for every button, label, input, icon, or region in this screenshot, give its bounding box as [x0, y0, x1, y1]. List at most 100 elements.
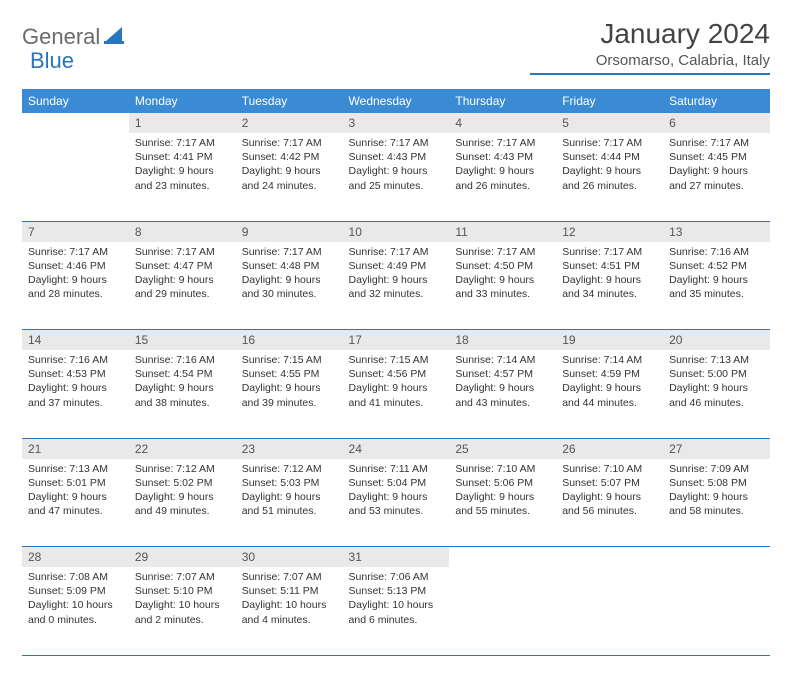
day-number-row: 78910111213: [22, 221, 770, 242]
day-cell: Sunrise: 7:17 AMSunset: 4:45 PMDaylight:…: [663, 133, 770, 221]
daylight-line: Daylight: 9 hours and 28 minutes.: [28, 273, 123, 301]
day-of-week-header: Saturday: [663, 89, 770, 113]
sunrise-line: Sunrise: 7:16 AM: [669, 245, 764, 259]
sunset-line: Sunset: 5:07 PM: [562, 476, 657, 490]
day-number: 17: [343, 330, 450, 350]
day-cell: Sunrise: 7:17 AMSunset: 4:43 PMDaylight:…: [449, 133, 556, 221]
sunset-line: Sunset: 4:53 PM: [28, 367, 123, 381]
day-cell: Sunrise: 7:13 AMSunset: 5:01 PMDaylight:…: [22, 459, 129, 547]
week-row: Sunrise: 7:17 AMSunset: 4:46 PMDaylight:…: [22, 242, 770, 330]
sunrise-line: Sunrise: 7:17 AM: [28, 245, 123, 259]
day-cell: Sunrise: 7:14 AMSunset: 4:57 PMDaylight:…: [449, 350, 556, 438]
daylight-line: Daylight: 9 hours and 43 minutes.: [455, 381, 550, 409]
week-row: Sunrise: 7:08 AMSunset: 5:09 PMDaylight:…: [22, 567, 770, 655]
daylight-line: Daylight: 9 hours and 39 minutes.: [242, 381, 337, 409]
day-number: 20: [663, 330, 770, 350]
sunrise-line: Sunrise: 7:17 AM: [242, 136, 337, 150]
sunrise-line: Sunrise: 7:17 AM: [455, 136, 550, 150]
header: General January 2024 Orsomarso, Calabria…: [22, 18, 770, 75]
day-cell: Sunrise: 7:17 AMSunset: 4:48 PMDaylight:…: [236, 242, 343, 330]
daylight-line: Daylight: 10 hours and 4 minutes.: [242, 598, 337, 626]
day-number: 16: [236, 330, 343, 350]
daylight-line: Daylight: 9 hours and 33 minutes.: [455, 273, 550, 301]
day-number: 30: [236, 547, 343, 567]
day-cell: Sunrise: 7:17 AMSunset: 4:46 PMDaylight:…: [22, 242, 129, 330]
day-number-row: 28293031: [22, 547, 770, 568]
sunrise-line: Sunrise: 7:06 AM: [349, 570, 444, 584]
daylight-line: Daylight: 9 hours and 29 minutes.: [135, 273, 230, 301]
sunset-line: Sunset: 5:11 PM: [242, 584, 337, 598]
sunrise-line: Sunrise: 7:12 AM: [135, 462, 230, 476]
sunrise-line: Sunrise: 7:14 AM: [455, 353, 550, 367]
sunrise-line: Sunrise: 7:10 AM: [562, 462, 657, 476]
sunrise-line: Sunrise: 7:17 AM: [669, 136, 764, 150]
day-cell-body: Sunrise: 7:17 AMSunset: 4:43 PMDaylight:…: [343, 133, 450, 199]
sunset-line: Sunset: 4:59 PM: [562, 367, 657, 381]
day-of-week-header: Friday: [556, 89, 663, 113]
day-number: 5: [556, 113, 663, 133]
day-cell: Sunrise: 7:08 AMSunset: 5:09 PMDaylight:…: [22, 567, 129, 655]
day-cell-body: Sunrise: 7:09 AMSunset: 5:08 PMDaylight:…: [663, 459, 770, 525]
sunset-line: Sunset: 5:04 PM: [349, 476, 444, 490]
daylight-line: Daylight: 9 hours and 35 minutes.: [669, 273, 764, 301]
daylight-line: Daylight: 9 hours and 24 minutes.: [242, 164, 337, 192]
day-number: [22, 113, 129, 133]
daylight-line: Daylight: 9 hours and 58 minutes.: [669, 490, 764, 518]
day-of-week-header: Monday: [129, 89, 236, 113]
sunrise-line: Sunrise: 7:17 AM: [135, 136, 230, 150]
title-block: January 2024 Orsomarso, Calabria, Italy: [530, 18, 770, 75]
logo-text-general: General: [22, 24, 100, 50]
day-cell-body: Sunrise: 7:12 AMSunset: 5:03 PMDaylight:…: [236, 459, 343, 525]
sunrise-line: Sunrise: 7:16 AM: [135, 353, 230, 367]
day-number: 26: [556, 439, 663, 459]
sunrise-line: Sunrise: 7:09 AM: [669, 462, 764, 476]
daylight-line: Daylight: 9 hours and 55 minutes.: [455, 490, 550, 518]
day-cell: Sunrise: 7:17 AMSunset: 4:43 PMDaylight:…: [343, 133, 450, 221]
day-cell-body: Sunrise: 7:13 AMSunset: 5:01 PMDaylight:…: [22, 459, 129, 525]
day-number: 22: [129, 439, 236, 459]
sunset-line: Sunset: 5:01 PM: [28, 476, 123, 490]
day-number: 15: [129, 330, 236, 350]
day-cell: Sunrise: 7:15 AMSunset: 4:55 PMDaylight:…: [236, 350, 343, 438]
sunrise-line: Sunrise: 7:17 AM: [349, 245, 444, 259]
day-cell: Sunrise: 7:17 AMSunset: 4:50 PMDaylight:…: [449, 242, 556, 330]
day-number: 23: [236, 439, 343, 459]
day-number: 19: [556, 330, 663, 350]
daylight-line: Daylight: 9 hours and 41 minutes.: [349, 381, 444, 409]
sunrise-line: Sunrise: 7:13 AM: [669, 353, 764, 367]
day-cell-body: Sunrise: 7:17 AMSunset: 4:51 PMDaylight:…: [556, 242, 663, 308]
day-cell-body: Sunrise: 7:10 AMSunset: 5:06 PMDaylight:…: [449, 459, 556, 525]
day-cell-body: Sunrise: 7:14 AMSunset: 4:59 PMDaylight:…: [556, 350, 663, 416]
sunset-line: Sunset: 4:52 PM: [669, 259, 764, 273]
sunrise-line: Sunrise: 7:15 AM: [242, 353, 337, 367]
day-number: 12: [556, 222, 663, 242]
day-cell: Sunrise: 7:09 AMSunset: 5:08 PMDaylight:…: [663, 459, 770, 547]
day-cell-body: Sunrise: 7:17 AMSunset: 4:47 PMDaylight:…: [129, 242, 236, 308]
daylight-line: Daylight: 10 hours and 0 minutes.: [28, 598, 123, 626]
day-cell: Sunrise: 7:17 AMSunset: 4:42 PMDaylight:…: [236, 133, 343, 221]
sunset-line: Sunset: 5:09 PM: [28, 584, 123, 598]
sunrise-line: Sunrise: 7:16 AM: [28, 353, 123, 367]
logo-text-blue: Blue: [30, 48, 74, 73]
daylight-line: Daylight: 9 hours and 25 minutes.: [349, 164, 444, 192]
day-cell-body: Sunrise: 7:15 AMSunset: 4:55 PMDaylight:…: [236, 350, 343, 416]
day-cell: Sunrise: 7:14 AMSunset: 4:59 PMDaylight:…: [556, 350, 663, 438]
day-number: 28: [22, 547, 129, 567]
calendar-table: SundayMondayTuesdayWednesdayThursdayFrid…: [22, 89, 770, 656]
days-of-week-row: SundayMondayTuesdayWednesdayThursdayFrid…: [22, 89, 770, 113]
logo: General: [22, 24, 128, 50]
day-cell-body: Sunrise: 7:17 AMSunset: 4:46 PMDaylight:…: [22, 242, 129, 308]
sunset-line: Sunset: 5:08 PM: [669, 476, 764, 490]
day-cell: Sunrise: 7:17 AMSunset: 4:44 PMDaylight:…: [556, 133, 663, 221]
day-cell-body: Sunrise: 7:16 AMSunset: 4:53 PMDaylight:…: [22, 350, 129, 416]
day-cell: Sunrise: 7:16 AMSunset: 4:52 PMDaylight:…: [663, 242, 770, 330]
sunset-line: Sunset: 5:03 PM: [242, 476, 337, 490]
location-label: Orsomarso, Calabria, Italy: [530, 52, 770, 75]
week-row: Sunrise: 7:13 AMSunset: 5:01 PMDaylight:…: [22, 459, 770, 547]
logo-blue-text-wrap: Blue: [30, 48, 74, 74]
sunset-line: Sunset: 4:51 PM: [562, 259, 657, 273]
sunset-line: Sunset: 4:50 PM: [455, 259, 550, 273]
daylight-line: Daylight: 9 hours and 38 minutes.: [135, 381, 230, 409]
sunset-line: Sunset: 5:10 PM: [135, 584, 230, 598]
day-cell: Sunrise: 7:17 AMSunset: 4:47 PMDaylight:…: [129, 242, 236, 330]
